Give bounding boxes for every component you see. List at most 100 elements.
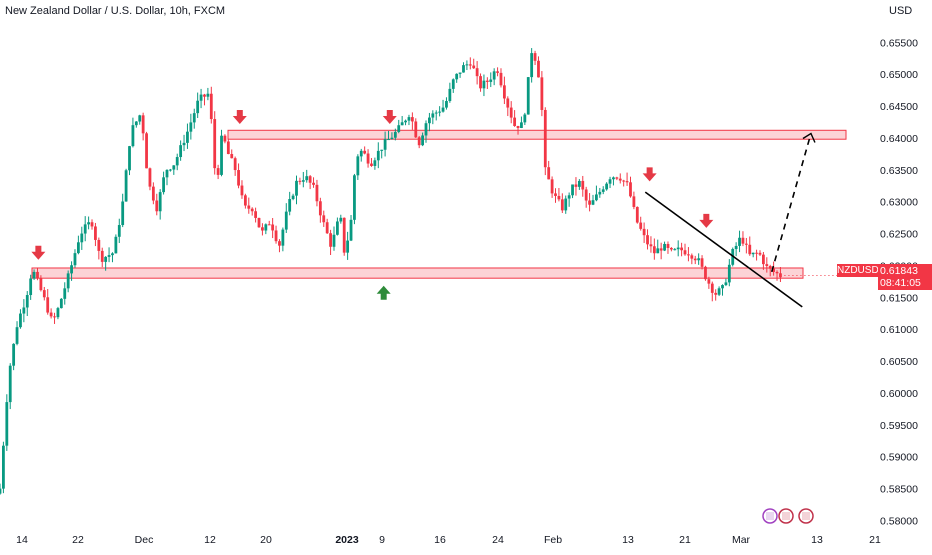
candle-body — [741, 237, 745, 244]
candle-body — [772, 268, 776, 272]
y-tick-label: 0.59500 — [880, 420, 918, 432]
candle-body — [281, 229, 285, 246]
bar-countdown: 08:41:05 — [880, 277, 921, 289]
candle-body — [97, 239, 101, 251]
candle-body — [707, 279, 711, 284]
candle-body — [584, 189, 588, 201]
candle-body — [489, 79, 493, 82]
candle-body — [523, 114, 527, 123]
candle-body — [496, 71, 499, 73]
candle-body — [80, 233, 84, 243]
candle-body — [704, 266, 707, 280]
candle-body — [25, 295, 29, 308]
candle-body — [721, 285, 724, 289]
y-tick-label: 0.60000 — [880, 388, 918, 400]
y-tick-label: 0.58500 — [880, 484, 918, 496]
event-flag-icon — [802, 512, 810, 520]
last-price-badge: 0.61843 08:41:05 — [878, 264, 932, 290]
candle-body — [73, 253, 77, 266]
candle-body — [206, 93, 210, 97]
candle-body — [710, 283, 714, 293]
candle-body — [598, 191, 602, 195]
chart-title: New Zealand Dollar / U.S. Dollar, 10h, F… — [5, 5, 226, 17]
candle-body — [639, 222, 643, 229]
candle-body — [646, 235, 649, 245]
y-tick-label: 0.63500 — [880, 165, 918, 177]
candle-body — [588, 200, 591, 205]
candle-body — [407, 117, 411, 121]
candle-body — [380, 149, 384, 151]
candle-body — [131, 125, 135, 147]
candle-body — [264, 224, 268, 231]
candle-body — [700, 258, 704, 267]
x-tick-label: 12 — [204, 534, 216, 546]
candle-body — [335, 221, 339, 235]
candle-body — [39, 278, 43, 291]
candle-body — [779, 273, 782, 278]
candle-body — [162, 177, 165, 193]
y-tick-label: 0.64500 — [880, 101, 918, 113]
candle-body — [591, 200, 595, 205]
candle-body — [516, 125, 520, 128]
support-zone[interactable] — [31, 267, 804, 279]
x-tick-label: 24 — [492, 534, 504, 546]
candle-body — [727, 264, 731, 283]
candle-body — [693, 258, 697, 261]
candle-body — [240, 185, 244, 196]
candle-body — [502, 85, 506, 99]
candle-body — [308, 176, 312, 183]
candle-body — [761, 254, 765, 265]
candle-body — [612, 177, 615, 180]
candle-body — [448, 88, 452, 102]
candle-body — [492, 71, 496, 80]
y-tick-label: 0.65000 — [880, 69, 918, 81]
candle-body — [223, 135, 227, 142]
last-price-value: 0.61843 — [880, 265, 918, 277]
candle-body — [520, 122, 523, 128]
x-tick-label: 13 — [622, 534, 634, 546]
candle-body — [329, 233, 332, 247]
candle-body — [554, 193, 557, 196]
candle-body — [438, 111, 442, 113]
candle-body — [220, 135, 223, 175]
candle-body — [666, 243, 670, 248]
candle-body — [124, 170, 128, 202]
candle-body — [748, 244, 752, 255]
candle-body — [424, 123, 428, 136]
candle-body — [550, 179, 554, 194]
candle-body — [404, 120, 407, 123]
candle-body — [717, 288, 721, 295]
candle-body — [261, 227, 264, 231]
candle-body — [158, 192, 162, 212]
candle-body — [56, 308, 60, 318]
candle-body — [301, 180, 305, 182]
candle-body — [278, 241, 281, 246]
projection-line[interactable] — [770, 133, 812, 273]
candle-body — [506, 98, 510, 108]
candle-body — [421, 135, 424, 146]
candle-body — [663, 243, 666, 251]
candle-body — [0, 488, 2, 494]
candle-body — [410, 117, 414, 122]
candle-body — [714, 292, 718, 295]
candle-body — [465, 64, 469, 66]
candle-body — [458, 72, 462, 74]
candle-body — [237, 170, 240, 186]
candle-body — [574, 184, 578, 187]
trendline[interactable] — [644, 191, 803, 308]
candle-body — [618, 178, 622, 181]
candle-body — [581, 180, 585, 190]
candle-body — [8, 365, 12, 403]
candle-body — [49, 312, 53, 317]
resistance-zone[interactable] — [227, 129, 847, 140]
candle-body — [291, 195, 295, 200]
candle-body — [383, 139, 387, 150]
candle-body — [114, 236, 118, 254]
x-tick-label: 14 — [16, 534, 28, 546]
candle-body — [312, 182, 315, 185]
candle-body — [758, 252, 762, 255]
candle-body — [485, 80, 489, 82]
candle-body — [417, 137, 421, 146]
